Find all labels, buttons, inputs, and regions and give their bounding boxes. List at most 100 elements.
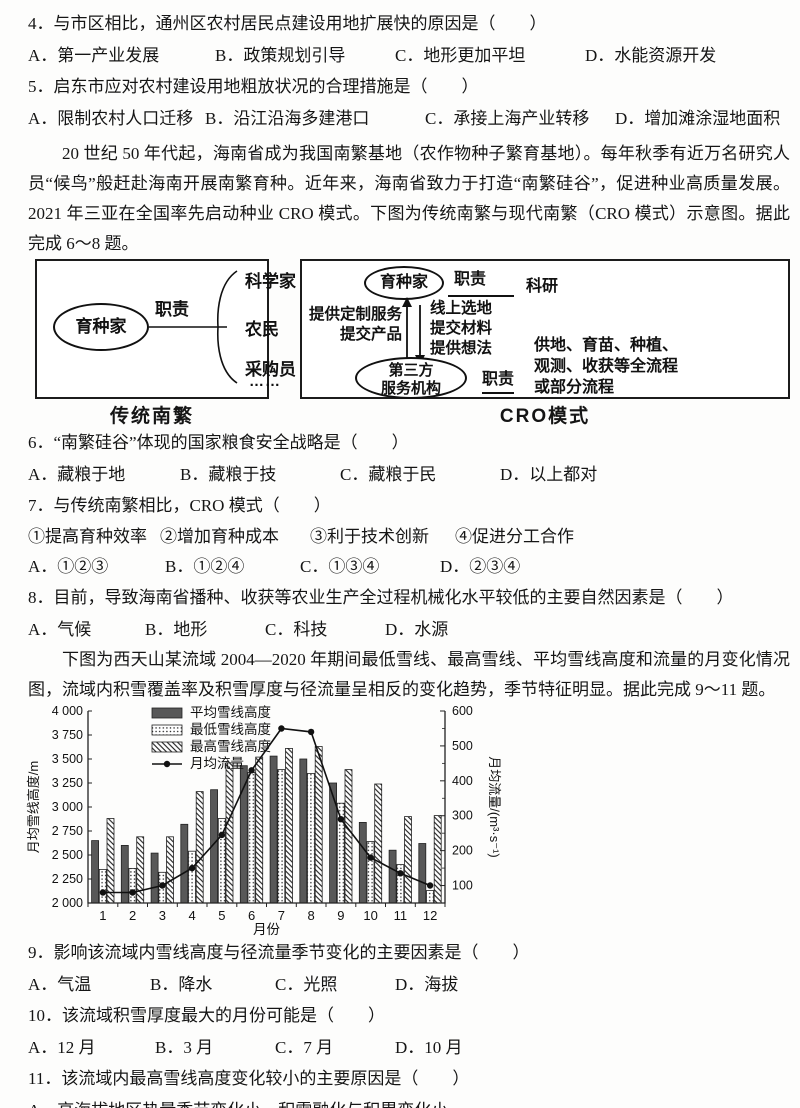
label-line: 或部分流程 — [534, 379, 615, 396]
duty-underline — [448, 295, 514, 297]
svg-text:3 000: 3 000 — [52, 800, 83, 814]
provide-service-labels: 提供定制服务 提交产品 — [302, 305, 402, 345]
question-5-options: A．限制农村人口迁移 B．沿江沿海多建港口 C．承接上海产业转移 D．增加滩涂湿… — [28, 103, 790, 134]
option: B．3 月 — [155, 1038, 214, 1057]
svg-text:1: 1 — [99, 908, 106, 923]
option: C．光照 — [275, 975, 338, 994]
svg-text:2 500: 2 500 — [52, 848, 83, 862]
question-8-options: A．气候 B．地形 C．科技 D．水源 — [28, 614, 790, 645]
option: C．科技 — [265, 620, 328, 639]
third-party-role: 供地、育苗、种植、 观测、收获等全流程 或部分流程 — [534, 335, 678, 398]
nanfan-diagrams: 育种家 职责 科学家 农民 采购员 …… 传统南繁 育种家 职责 科研 提供定制… — [0, 259, 800, 427]
option: C．①③④ — [300, 557, 380, 576]
label-line: 提交产品 — [339, 326, 402, 343]
question-7-stem: 7．与传统南繁相比，CRO 模式（ ） — [28, 496, 331, 515]
third-party-ellipse: 第三方 服务机构 — [355, 357, 467, 399]
question-5-stem: 5．启东市应对农村建设用地粗放状况的合理措施是（ ） — [28, 77, 479, 96]
svg-text:2 750: 2 750 — [52, 824, 83, 838]
svg-text:月份: 月份 — [253, 922, 280, 937]
question-9-options: A．气温 B．降水 C．光照 D．海拔 — [28, 969, 790, 1000]
traditional-nanfan-caption: 传统南繁 — [109, 406, 194, 427]
question-4-stem: 4．与市区相比，通州区农村居民点建设用地扩展快的原因是（ ） — [28, 14, 547, 33]
option: A．气温 — [28, 975, 92, 994]
question-10-options: A．12 月 B．3 月 C．7 月 D．10 月 — [28, 1032, 790, 1063]
passage-hainan-nanfan: 20 世纪 50 年代起，海南省成为我国南繁基地（农作物种子繁育基地）。每年秋季… — [28, 144, 790, 253]
snowline-flow-chart: 2 000 2 250 2 500 2 750 3 000 3 250 3 500 3 750… — [0, 705, 800, 937]
role-scientist: 科学家 — [245, 272, 296, 291]
svg-text:600: 600 — [452, 705, 473, 718]
numbered-item: ②增加育种成本 — [160, 527, 279, 546]
label-line: 服务机构 — [380, 380, 441, 397]
label-line: 线上选地 — [430, 300, 493, 317]
svg-text:10: 10 — [363, 908, 377, 923]
question-7-items: ①提高育种效率 ②增加育种成本 ③利于技术创新 ④促进分工合作 — [28, 522, 790, 551]
svg-text:3 250: 3 250 — [52, 776, 83, 790]
option: B．藏粮于技 — [180, 465, 277, 484]
svg-text:月均雪线高度/m: 月均雪线高度/m — [26, 761, 41, 853]
svg-text:4: 4 — [188, 908, 195, 923]
ellipsis-dots: …… — [249, 373, 281, 390]
option: C．地形更加平坦 — [395, 46, 526, 65]
svg-text:2: 2 — [129, 908, 136, 923]
duty-label: 职责 — [155, 300, 189, 319]
svg-text:2 250: 2 250 — [52, 872, 83, 886]
svg-text:11: 11 — [394, 908, 408, 923]
option: A．①②③ — [28, 557, 109, 576]
svg-text:2 000: 2 000 — [52, 896, 83, 910]
option: D．水能资源开发 — [585, 46, 717, 65]
option: C．7 月 — [275, 1038, 334, 1057]
option: D．10 月 — [395, 1038, 463, 1057]
duty-label: 职责 — [482, 365, 515, 394]
breeder-ellipse: 育种家 — [53, 303, 149, 351]
research-role: 科研 — [526, 278, 559, 295]
monthly-snowline-flow-chart: 2 000 2 250 2 500 2 750 3 000 3 250 3 500 3 750… — [26, 705, 502, 937]
svg-text:4 000: 4 000 — [52, 705, 83, 718]
svg-text:月均流量: 月均流量 — [190, 756, 244, 771]
option: D．②③④ — [440, 557, 521, 576]
option: A．藏粮于地 — [28, 465, 126, 484]
submit-labels: 线上选地 提交材料 提供想法 — [430, 299, 492, 359]
duty-label: 职责 — [454, 271, 487, 288]
svg-text:3 500: 3 500 — [52, 752, 83, 766]
option: B．政策规划引导 — [215, 46, 346, 65]
label-line: 提供定制服务 — [308, 306, 402, 323]
svg-text:12: 12 — [423, 908, 437, 923]
svg-text:6: 6 — [248, 908, 255, 923]
option: A．气候 — [28, 620, 92, 639]
svg-text:8: 8 — [307, 908, 314, 923]
svg-text:3 750: 3 750 — [52, 728, 83, 742]
question-10-stem: 10．该流域积雪厚度最大的月份可能是（ ） — [28, 1006, 385, 1025]
cro-model-caption: CRO模式 — [499, 406, 591, 427]
option: D．水源 — [385, 620, 449, 639]
label-line: 提供想法 — [430, 340, 493, 357]
question-9-stem: 9．影响该流域内雪线高度与径流量季节变化的主要因素是（ ） — [28, 943, 530, 962]
question-6-stem: 6．“南繁硅谷”体现的国家粮食安全战略是（ ） — [28, 433, 409, 452]
svg-text:500: 500 — [452, 739, 473, 753]
label-line: 提交材料 — [430, 320, 493, 337]
brace-connector — [149, 270, 238, 384]
label-line: 观测、收获等全流程 — [534, 358, 679, 375]
svg-text:最低雪线高度: 最低雪线高度 — [190, 721, 271, 737]
option: C．藏粮于民 — [340, 465, 437, 484]
numbered-item: ④促进分工合作 — [455, 527, 574, 546]
svg-text:最高雪线高度: 最高雪线高度 — [190, 738, 271, 754]
label-line: 第三方 — [388, 362, 434, 379]
svg-text:300: 300 — [452, 809, 473, 823]
svg-text:100: 100 — [452, 879, 473, 893]
option: B．①②④ — [165, 557, 245, 576]
cro-model-box: 育种家 职责 科研 提供定制服务 提交产品 线上选地 提交材料 提供想法 第三方 — [300, 259, 790, 399]
role-buyer: 采购员 — [245, 360, 296, 379]
option: C．承接上海产业转移 — [425, 109, 590, 128]
svg-text:月均流量/(m³·s⁻¹): 月均流量/(m³·s⁻¹) — [487, 756, 502, 857]
breeder-ellipse: 育种家 — [364, 266, 444, 300]
option: B．降水 — [150, 975, 213, 994]
svg-text:7: 7 — [278, 908, 285, 923]
option: A．限制农村人口迁移 — [28, 109, 194, 128]
question-6-options: A．藏粮于地 B．藏粮于技 C．藏粮于民 D．以上都对 — [28, 459, 790, 490]
numbered-item: ③利于技术创新 — [310, 527, 429, 546]
option: A．第一产业发展 — [28, 46, 160, 65]
option: A．12 月 — [28, 1038, 96, 1057]
option: B．沿江沿海多建港口 — [205, 109, 370, 128]
traditional-nanfan-box: 育种家 职责 科学家 农民 采购员 …… — [35, 259, 296, 399]
